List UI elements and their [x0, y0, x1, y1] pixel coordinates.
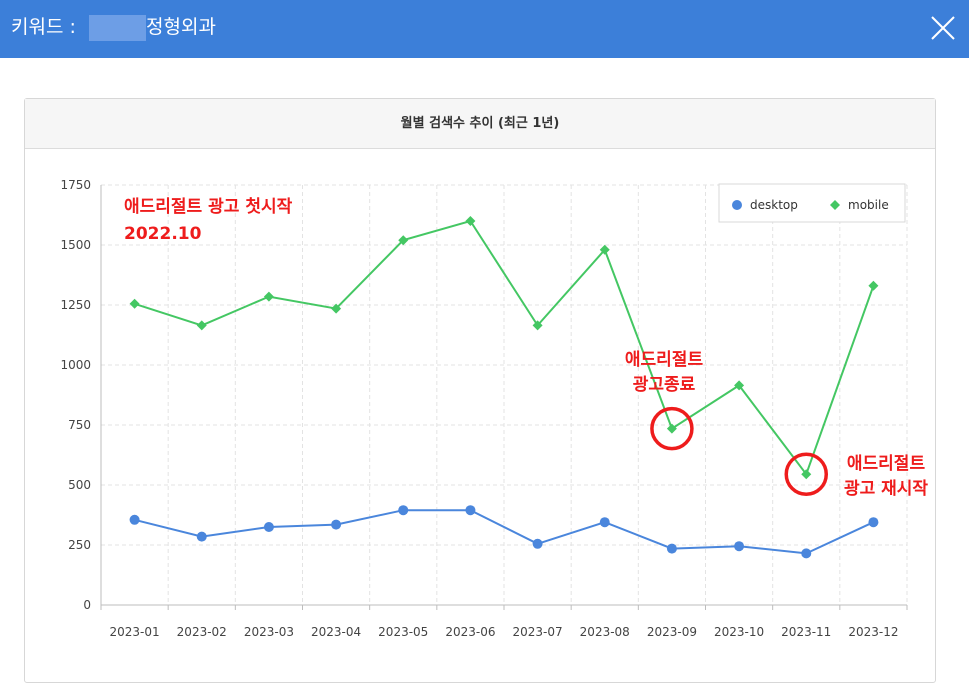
keyword-value: 정형외과: [146, 16, 216, 38]
search-trend-chart: 0 250 500 750 1000 1250 1500 1750 2023-01 2023-02…: [60, 178, 928, 639]
legend-label-desktop: desktop: [750, 198, 798, 212]
redacted-keyword-mask: [89, 15, 146, 41]
data-point-mobile: [465, 216, 476, 226]
annotation-ad-end: 광고종료: [633, 375, 696, 395]
series-line-mobile: [134, 219, 875, 477]
legend-box: [718, 183, 906, 223]
x-tick-label: 2023-01: [110, 625, 160, 639]
x-tick-label: 2023-12: [848, 625, 898, 639]
annotation-ad-end: 애드리절트: [625, 349, 704, 370]
data-point-mobile: [263, 291, 274, 302]
chart-title: 월별 검색수 추이 (최근 1년): [25, 99, 935, 149]
data-point-mobile: [666, 423, 677, 434]
annotation-first-start: 애드리절트 광고 첫시작: [124, 196, 293, 217]
data-point-desktop: [465, 505, 476, 516]
dialog-titlebar: 키워드 : 정형외과: [0, 0, 969, 58]
x-tick-label: 2023-11: [781, 625, 831, 639]
x-tick-label: 2023-05: [378, 625, 428, 639]
data-point-desktop: [331, 519, 342, 530]
data-point-desktop: [196, 531, 207, 542]
data-point-desktop: [599, 517, 610, 528]
data-point-mobile: [532, 320, 543, 331]
data-point-mobile: [801, 469, 812, 480]
chart-card: 월별 검색수 추이 (최근 1년) 0 250 500 750 1000 1250 1500…: [24, 98, 936, 683]
legend-marker-desktop: [732, 200, 742, 210]
y-tick-label: 500: [68, 478, 91, 492]
annotation-ad-restart: 광고 재시작: [844, 479, 928, 499]
y-tick-label: 1000: [60, 358, 91, 372]
x-tick-label: 2023-10: [714, 625, 764, 639]
data-point-desktop: [666, 543, 677, 554]
x-tick-label: 2023-02: [177, 625, 227, 639]
data-point-mobile: [599, 244, 610, 255]
legend-marker-mobile: [830, 200, 840, 210]
data-point-mobile: [129, 298, 140, 309]
data-point-desktop: [734, 541, 745, 552]
y-tick-label: 1500: [60, 238, 91, 252]
y-tick-label: 750: [68, 418, 91, 432]
series-line-desktop: [134, 509, 874, 555]
x-tick-label: 2023-07: [513, 625, 563, 639]
x-tick-label: 2023-08: [580, 625, 630, 639]
data-point-mobile: [734, 380, 745, 391]
y-tick-label: 250: [68, 538, 91, 552]
data-point-desktop: [868, 517, 879, 528]
data-point-desktop: [129, 514, 140, 525]
x-tick-label: 2023-09: [647, 625, 697, 639]
annotation-circle: [784, 452, 828, 496]
data-point-desktop: [263, 522, 274, 532]
close-icon[interactable]: [926, 11, 960, 45]
data-point-mobile: [398, 235, 409, 246]
x-tick-label: 2023-04: [311, 625, 361, 639]
annotation-ad-restart: 애드리절트: [847, 453, 926, 474]
annotation-circle: [650, 406, 694, 451]
data-point-desktop: [801, 548, 812, 559]
data-point-desktop: [398, 505, 409, 516]
legend-label-mobile: mobile: [848, 198, 889, 212]
data-point-desktop: [532, 538, 543, 549]
annotation-first-start: 2022.10: [124, 224, 202, 244]
y-tick-label: 1250: [60, 298, 91, 312]
y-tick-label: 0: [83, 598, 91, 612]
data-point-mobile: [331, 303, 342, 314]
x-tick-label: 2023-06: [445, 625, 495, 639]
x-tick-label: 2023-03: [244, 625, 294, 639]
keyword-label: 키워드 :: [11, 16, 76, 38]
y-tick-label: 1750: [60, 178, 91, 192]
data-point-mobile: [196, 320, 207, 331]
data-point-mobile: [868, 280, 879, 291]
